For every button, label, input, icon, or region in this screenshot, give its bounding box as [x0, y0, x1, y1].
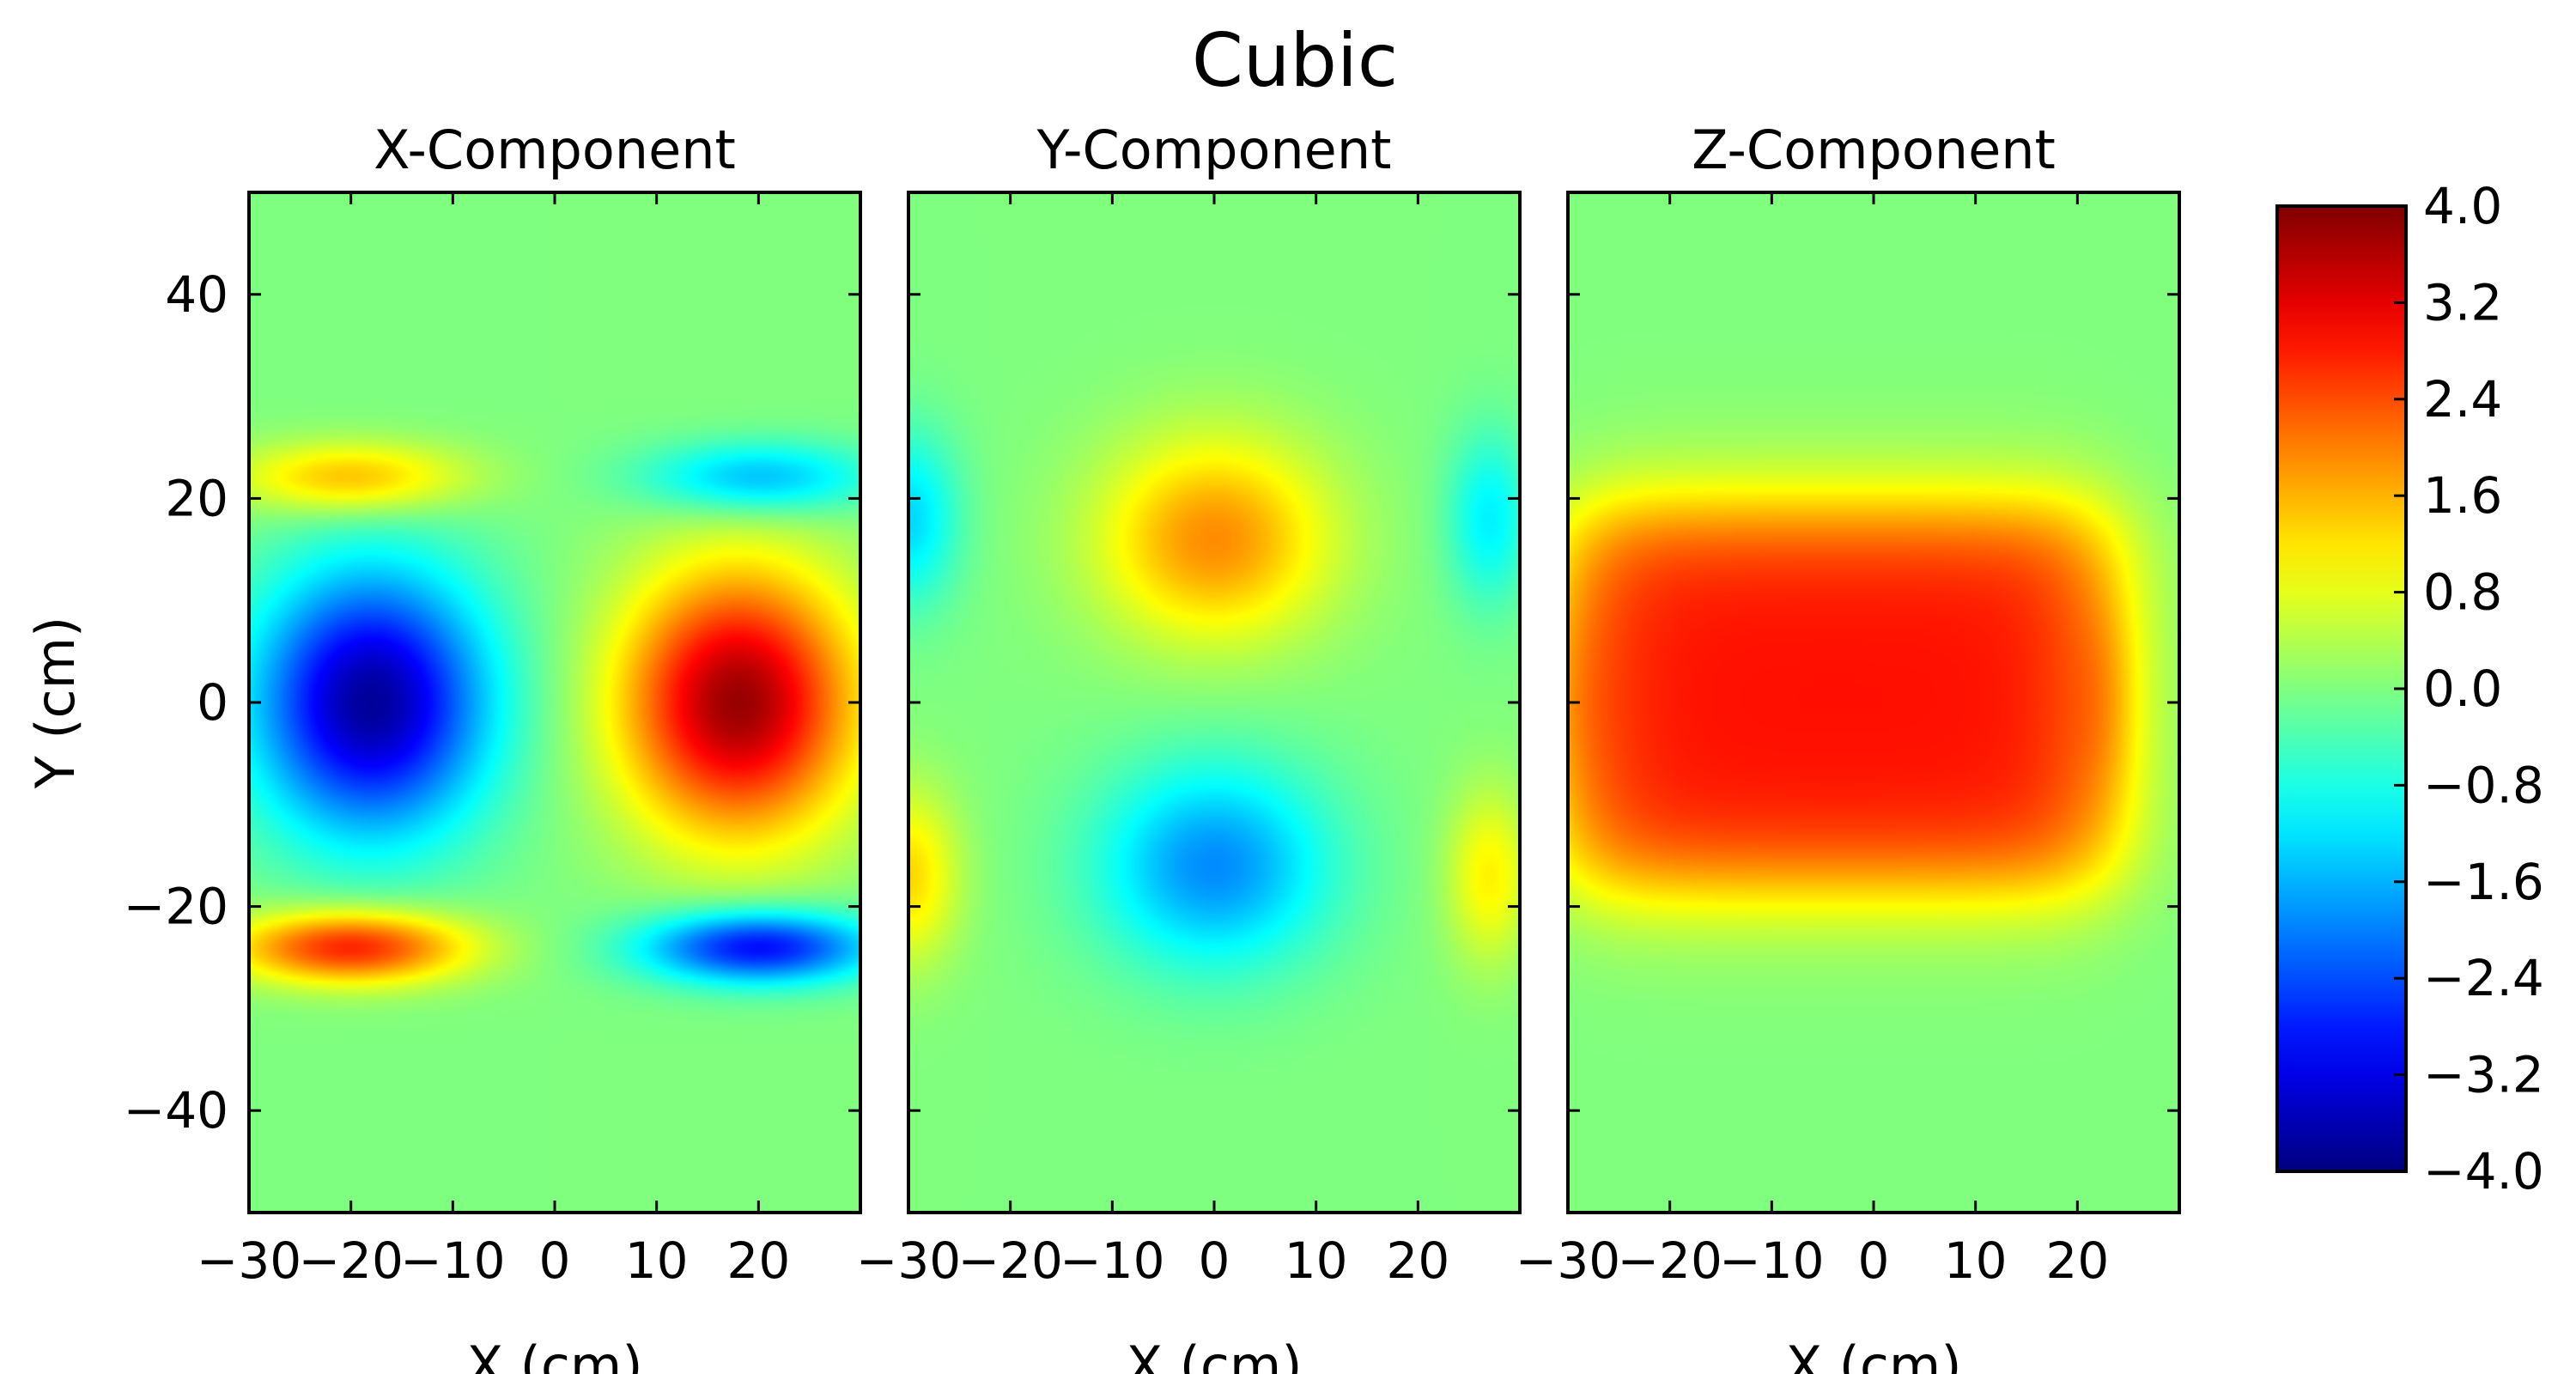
x-tick-label: −20 — [957, 1231, 1062, 1290]
colorbar-tick-label: 4.0 — [2423, 177, 2502, 235]
y-tick-label: −20 — [124, 878, 228, 936]
heatmap-image — [908, 192, 1520, 1213]
x-tick-label: −10 — [1719, 1231, 1824, 1290]
colorbar-tick-label: −3.2 — [2423, 1046, 2544, 1104]
y-tick-label: 0 — [197, 673, 228, 732]
subplot-2: Y-Component X (cm) −30−20−10 0 10 20 — [856, 119, 1522, 1374]
x-tick-label: 10 — [1285, 1231, 1348, 1290]
x-tick-label: −20 — [1617, 1231, 1722, 1290]
colorbar-tick-label: 1.6 — [2423, 466, 2502, 525]
y-tick-label: 20 — [165, 469, 228, 527]
x-tick-label: 20 — [1386, 1231, 1449, 1290]
y-axis-label: Y (cm) — [24, 617, 87, 789]
x-axis-label: X (cm) — [1126, 1334, 1302, 1374]
colorbar-tick-label: −4.0 — [2423, 1142, 2544, 1201]
x-tick-label: −30 — [197, 1231, 301, 1290]
colorbar-tick-label: 3.2 — [2423, 273, 2502, 331]
x-tick-label: −30 — [1516, 1231, 1620, 1290]
x-tick-label: 20 — [726, 1231, 790, 1290]
colorbar-tick-label: −2.4 — [2423, 949, 2544, 1007]
figure-title: Cubic — [1192, 18, 1398, 104]
x-tick-label: 10 — [625, 1231, 689, 1290]
x-tick-label: −30 — [856, 1231, 961, 1290]
subplot-title: Z-Component — [1692, 119, 2056, 181]
x-axis-label: X (cm) — [466, 1334, 642, 1374]
heatmap-image — [249, 192, 860, 1213]
x-tick-label: −20 — [298, 1231, 403, 1290]
x-tick-label: 0 — [1199, 1231, 1230, 1290]
x-tick-label: 0 — [1858, 1231, 1890, 1290]
x-tick-label: −10 — [1060, 1231, 1164, 1290]
y-tick-label: −40 — [124, 1081, 228, 1140]
x-tick-label: −10 — [400, 1231, 505, 1290]
colorbar — [2275, 204, 2408, 1173]
x-tick-label: 10 — [1944, 1231, 2008, 1290]
colorbar-tick-label: 0.0 — [2423, 660, 2502, 718]
colorbar-tick-label: −1.6 — [2423, 853, 2544, 911]
subplot-3: Z-Component X (cm) −30−20−10 0 10 20 — [1516, 119, 2181, 1374]
y-tick-label: 40 — [165, 265, 228, 324]
colorbar-tick-label: 0.8 — [2423, 563, 2502, 622]
subplot-title: X-Component — [374, 119, 736, 181]
subplot-title: Y-Component — [1036, 119, 1392, 181]
x-axis-label: X (cm) — [1785, 1334, 1961, 1374]
x-tick-label: 0 — [539, 1231, 571, 1290]
colorbar-tick-label: −0.8 — [2423, 756, 2544, 814]
x-tick-label: 20 — [2045, 1231, 2109, 1290]
colorbar-tick-label: 2.4 — [2423, 370, 2502, 429]
heatmap-image — [1568, 192, 2179, 1213]
